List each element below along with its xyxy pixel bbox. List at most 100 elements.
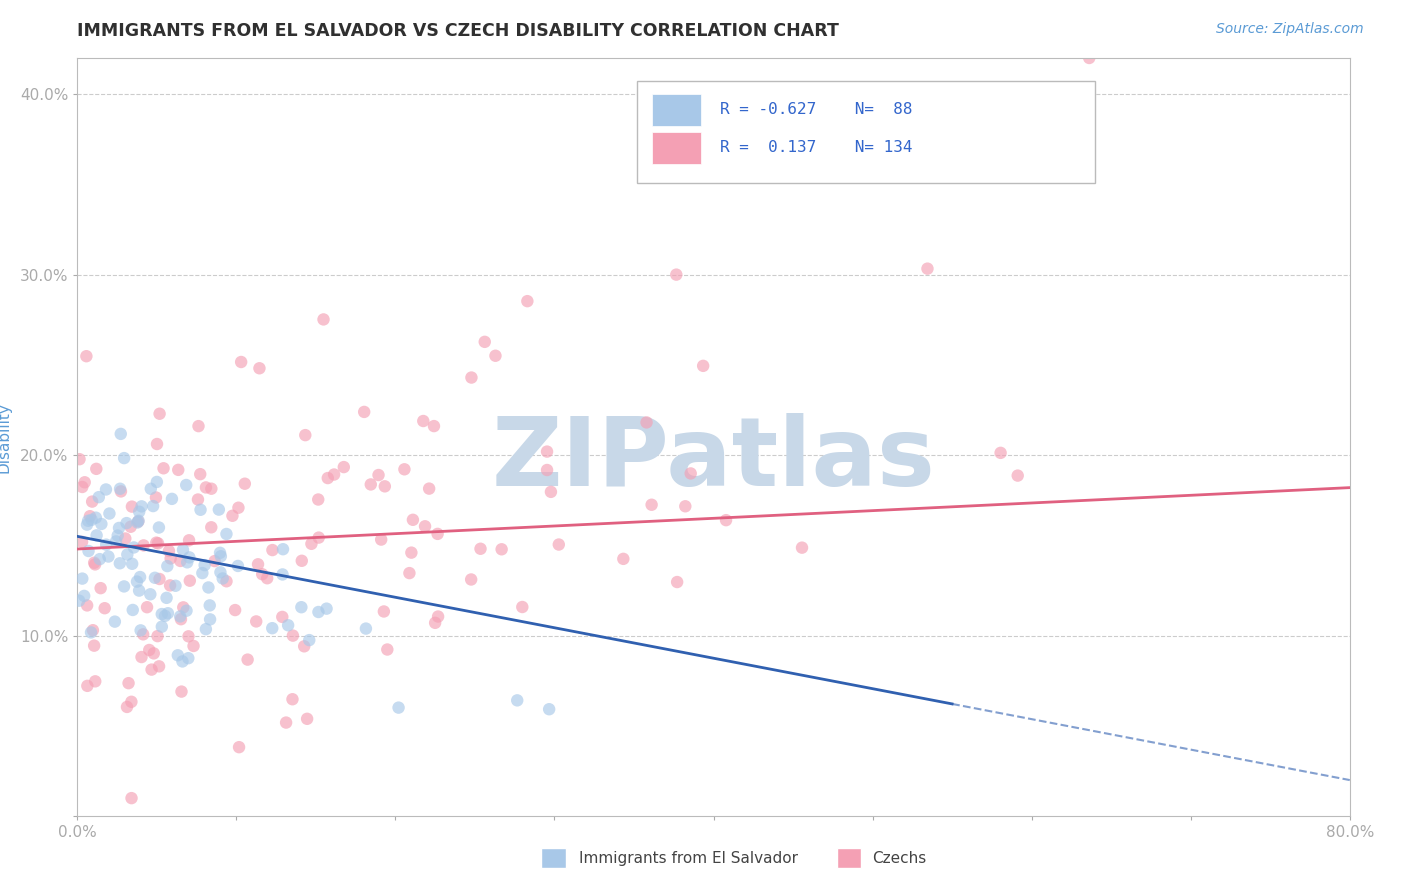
Point — [160, 491, 183, 506]
Point — [307, 605, 329, 619]
Point — [474, 334, 496, 349]
Point — [536, 444, 558, 458]
Point — [636, 416, 658, 430]
FancyBboxPatch shape — [637, 80, 1095, 183]
Point — [228, 500, 250, 515]
Point — [142, 646, 165, 660]
Y-axis label: Disability: Disability — [0, 401, 11, 473]
Point — [146, 536, 169, 550]
Point — [200, 482, 222, 496]
Point — [79, 509, 101, 524]
Point — [84, 558, 107, 572]
Point — [77, 514, 100, 528]
Point — [121, 791, 143, 805]
Point — [127, 515, 149, 529]
Point — [166, 648, 188, 663]
Point — [316, 471, 339, 485]
Point — [294, 428, 316, 442]
Point — [141, 663, 163, 677]
Point — [204, 554, 226, 568]
Point — [200, 520, 222, 534]
Point — [72, 572, 94, 586]
Point — [120, 695, 142, 709]
Point — [375, 642, 398, 657]
Point — [506, 693, 529, 707]
Point — [271, 567, 294, 582]
Point — [149, 407, 172, 421]
Point — [157, 544, 180, 558]
Point — [73, 475, 96, 490]
Point — [121, 500, 143, 514]
Point — [208, 502, 231, 516]
Point — [640, 498, 662, 512]
Point — [117, 676, 139, 690]
Point — [108, 521, 131, 535]
Text: IMMIGRANTS FROM EL SALVADOR VS CZECH DISABILITY CORRELATION CHART: IMMIGRANTS FROM EL SALVADOR VS CZECH DIS… — [77, 22, 839, 40]
Point — [228, 740, 250, 755]
Point — [97, 549, 120, 564]
Text: Immigrants from El Salvador: Immigrants from El Salvador — [579, 851, 799, 865]
Point — [354, 622, 377, 636]
Point — [198, 599, 221, 613]
Point — [179, 550, 201, 565]
Point — [312, 312, 335, 326]
Point — [69, 452, 91, 467]
Point — [172, 600, 194, 615]
Point — [125, 574, 148, 589]
Point — [174, 478, 197, 492]
Point — [75, 349, 97, 363]
Text: Source: ZipAtlas.com: Source: ZipAtlas.com — [1216, 22, 1364, 37]
Point — [484, 349, 506, 363]
Point — [423, 615, 446, 630]
Point — [120, 520, 142, 534]
Point — [87, 490, 110, 504]
Point — [165, 579, 187, 593]
Point — [373, 605, 395, 619]
Point — [374, 479, 396, 493]
Point — [121, 603, 143, 617]
Point — [177, 651, 200, 665]
Point — [146, 475, 169, 489]
Point — [177, 629, 200, 643]
Point — [176, 555, 198, 569]
Point — [423, 419, 446, 434]
Point — [692, 359, 714, 373]
Point — [226, 558, 249, 573]
Point — [353, 405, 375, 419]
Point — [209, 549, 232, 564]
FancyBboxPatch shape — [652, 95, 700, 126]
Point — [262, 621, 284, 635]
Point — [146, 437, 169, 451]
Point — [208, 546, 231, 560]
Point — [172, 542, 194, 557]
Point — [127, 516, 149, 530]
Point — [291, 554, 314, 568]
Point — [470, 541, 492, 556]
Point — [132, 627, 155, 641]
Point — [179, 574, 201, 588]
Point — [150, 620, 173, 634]
Point — [110, 484, 132, 499]
Point — [84, 462, 107, 476]
Point — [107, 528, 129, 542]
Point — [418, 482, 440, 496]
Point — [307, 492, 329, 507]
Point — [673, 500, 696, 514]
Point — [460, 370, 482, 384]
Point — [148, 520, 170, 534]
Point — [90, 581, 112, 595]
Point — [145, 535, 167, 549]
Point — [122, 541, 145, 555]
Point — [131, 650, 153, 665]
Point — [491, 542, 513, 557]
Point — [538, 702, 561, 716]
Point — [308, 531, 330, 545]
Point — [131, 500, 153, 514]
Point — [679, 467, 702, 481]
Point — [143, 571, 166, 585]
Point — [183, 639, 205, 653]
Point — [145, 491, 167, 505]
Point — [117, 548, 139, 562]
Point — [187, 492, 209, 507]
Point — [136, 600, 159, 615]
